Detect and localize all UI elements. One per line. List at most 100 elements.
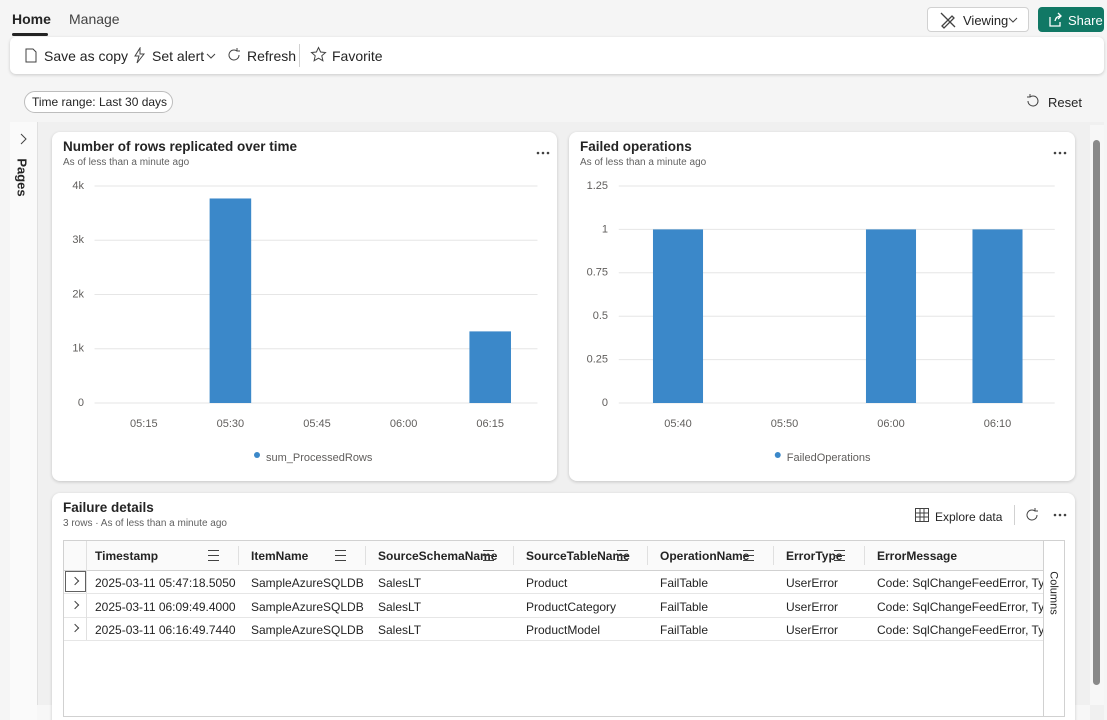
tab-home[interactable]: Home: [12, 11, 51, 27]
pages-label: Pages: [14, 158, 30, 197]
chart-subtitle: As of less than a minute ago: [580, 157, 707, 168]
explore-icon: [915, 508, 929, 522]
expand-cell[interactable]: [64, 617, 87, 640]
expand-icon: [20, 133, 27, 145]
table-row: [64, 594, 1043, 618]
header-cell: [64, 541, 87, 570]
table-row: [64, 617, 1043, 641]
explore-data[interactable]: Explore data: [935, 510, 1003, 524]
column-divider: [773, 546, 774, 565]
column-header[interactable]: ErrorMessage: [877, 549, 958, 563]
favorite[interactable]: Favorite: [332, 48, 383, 64]
share-icon: [1049, 12, 1062, 27]
pages-panel[interactable]: Pages: [10, 122, 38, 720]
expand-cell[interactable]: [64, 570, 87, 593]
separator: [1014, 505, 1015, 525]
table-cell: Code: SqlChangeFeedError, Type:: [877, 599, 1043, 614]
refresh-icon[interactable]: [1024, 507, 1040, 523]
table-cell: SalesLT: [378, 623, 422, 637]
table-cell: ProductCategory: [526, 599, 617, 614]
table-cell: UserError: [786, 576, 839, 590]
viewing-button[interactable]: Viewing: [927, 7, 1029, 32]
edit-off-icon: [940, 12, 956, 29]
alert-icon: [134, 47, 146, 64]
more-menu[interactable]: [1052, 150, 1068, 156]
table-cell: SampleAzureSQLDB: [251, 599, 364, 614]
table-cell: SampleAzureSQLDB: [251, 623, 364, 637]
save-as-copy[interactable]: Save as copy: [44, 48, 129, 64]
table-title: Failure details: [63, 500, 154, 515]
chart-card: Number of rows replicated over time As o…: [52, 132, 557, 481]
column-menu[interactable]: [335, 550, 346, 561]
column-header[interactable]: Timestamp: [95, 549, 159, 563]
viewing-label: Viewing: [963, 13, 1009, 28]
table-cell: UserError: [786, 623, 839, 637]
menu-bar: [834, 554, 845, 556]
menu-bar: [208, 554, 219, 556]
columns-panel[interactable]: Columns: [1043, 541, 1064, 716]
share-button[interactable]: Share: [1038, 7, 1104, 32]
filter-value: Last 30 days: [99, 95, 168, 109]
menu-bar: [617, 554, 628, 556]
columns-label: Columns: [1047, 571, 1060, 615]
v-scrollbar[interactable]: [1090, 125, 1104, 705]
menu-bar: [743, 554, 754, 556]
menu-bar: [483, 554, 494, 556]
reset[interactable]: Reset: [1048, 95, 1082, 110]
chart-card: Failed operations As of less than a minu…: [569, 132, 1075, 481]
more-menu[interactable]: [1052, 512, 1068, 518]
set-alert[interactable]: Set alert: [152, 48, 205, 64]
data-grid: Columns Timestamp ItemName SourceSchemaNam…: [63, 540, 1065, 717]
table-cell: Code: SqlChangeFeedError, Type:: [877, 576, 1043, 590]
chevron: [206, 53, 216, 59]
table-cell: Code: SqlChangeFeedError, Type:: [877, 623, 1043, 637]
chart-subtitle: As of less than a minute ago: [63, 157, 190, 168]
table-cell: SampleAzureSQLDB: [251, 576, 364, 590]
column-header[interactable]: ErrorType: [786, 549, 843, 563]
column-menu[interactable]: [743, 550, 754, 561]
refresh[interactable]: Refresh: [247, 48, 297, 64]
toolbar: Save as copy Set alert Refresh Favorite: [10, 37, 1104, 74]
time-range-pill[interactable]: Time range: Last 30 days: [24, 91, 173, 113]
tab-underline: [12, 33, 48, 36]
column-divider: [513, 546, 514, 565]
header-row: [64, 541, 1043, 571]
share-label: Share: [1068, 13, 1103, 28]
more-menu[interactable]: [535, 150, 551, 156]
column-menu[interactable]: [208, 550, 219, 561]
column-divider: [864, 546, 865, 565]
table-cell: ProductModel: [526, 623, 601, 637]
table-cell: SalesLT: [378, 599, 422, 614]
table-card: Failure details 3 rows · As of less than…: [52, 493, 1075, 720]
chart-title: Failed operations: [580, 139, 692, 154]
column-menu[interactable]: [483, 550, 494, 561]
table-cell: SalesLT: [378, 576, 422, 590]
column-divider: [365, 546, 366, 565]
copy-icon: [25, 48, 37, 63]
column-divider: [647, 546, 648, 565]
reset-icon: [1027, 94, 1039, 107]
tab-manage[interactable]: Manage: [69, 11, 120, 27]
table-cell: UserError: [786, 599, 839, 614]
table-cell: FailTable: [660, 576, 709, 590]
table-cell: Product: [526, 576, 568, 590]
star-icon: [310, 46, 327, 62]
table-cell: 2025-03-11 05:47:18.5050: [95, 576, 236, 590]
column-header[interactable]: ItemName: [251, 549, 309, 563]
table-row: [64, 570, 1043, 594]
column-header[interactable]: OperationName: [660, 549, 750, 563]
chart-title: Number of rows replicated over time: [63, 139, 298, 154]
column-header[interactable]: SourceSchemaName: [378, 549, 498, 563]
chevron: [1008, 17, 1018, 23]
refresh-icon: [228, 48, 240, 61]
expand-cell[interactable]: [64, 593, 87, 617]
column-divider: [238, 546, 239, 565]
column-header[interactable]: SourceTableName: [526, 549, 630, 563]
table-cell: 2025-03-11 06:16:49.7440: [95, 623, 236, 637]
menu-bar: [335, 554, 346, 556]
v-thumb[interactable]: [1093, 140, 1100, 685]
column-menu[interactable]: [834, 550, 845, 561]
column-menu[interactable]: [617, 550, 628, 561]
separator: [299, 44, 300, 67]
